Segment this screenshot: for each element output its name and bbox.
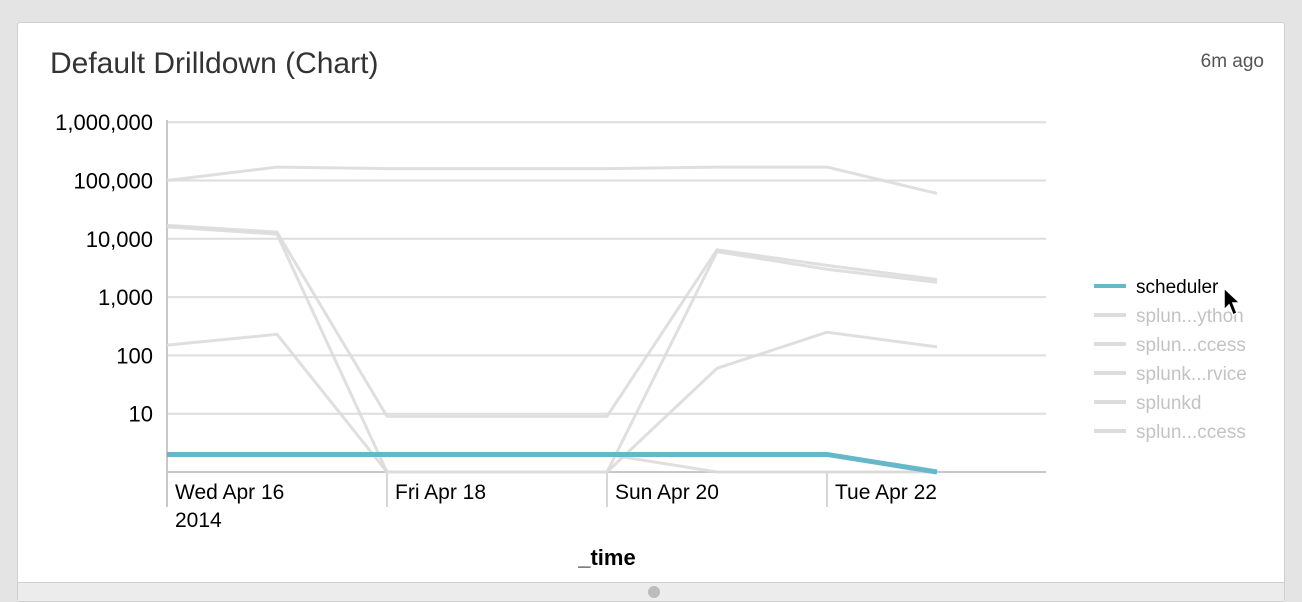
panel-title: Default Drilldown (Chart) <box>50 47 379 80</box>
x-tick-label: Sun Apr 20 <box>615 481 719 504</box>
panel-refresh-time[interactable]: 6m ago <box>1200 51 1264 72</box>
series-line-scheduler[interactable] <box>167 451 938 475</box>
legend-label[interactable]: splunkd <box>1136 393 1202 414</box>
legend-label[interactable]: splun...ccess <box>1136 335 1246 356</box>
legend-label[interactable]: splun...ccess <box>1136 422 1246 443</box>
y-tick-label: 10,000 <box>86 227 153 252</box>
x-tick-label: Wed Apr 16 <box>175 481 284 504</box>
legend-label[interactable]: scheduler <box>1136 277 1219 298</box>
y-tick-label: 1,000,000 <box>55 110 153 135</box>
y-tick-label: 1,000 <box>98 285 153 310</box>
x-tick-label: Tue Apr 22 <box>835 481 937 504</box>
series-line-splun-ccess[interactable] <box>166 165 938 195</box>
legend-label[interactable]: splun...ython <box>1136 306 1244 327</box>
resize-handle[interactable] <box>648 586 660 598</box>
y-tick-label: 100,000 <box>73 169 153 194</box>
series-line-splun-ython[interactable] <box>166 223 938 418</box>
x-tick-label: Fri Apr 18 <box>395 481 486 504</box>
legend-label[interactable]: splunk...rvice <box>1136 364 1247 385</box>
series-line-splunkd[interactable] <box>167 452 937 474</box>
mouse-cursor-icon <box>1223 286 1242 317</box>
x-axis-title: _time <box>577 545 635 570</box>
x-tick-label-year: 2014 <box>175 509 222 532</box>
series-line-splunk-rvice[interactable] <box>166 330 938 474</box>
y-tick-label: 100 <box>116 343 153 368</box>
y-tick-label: 10 <box>129 402 153 427</box>
